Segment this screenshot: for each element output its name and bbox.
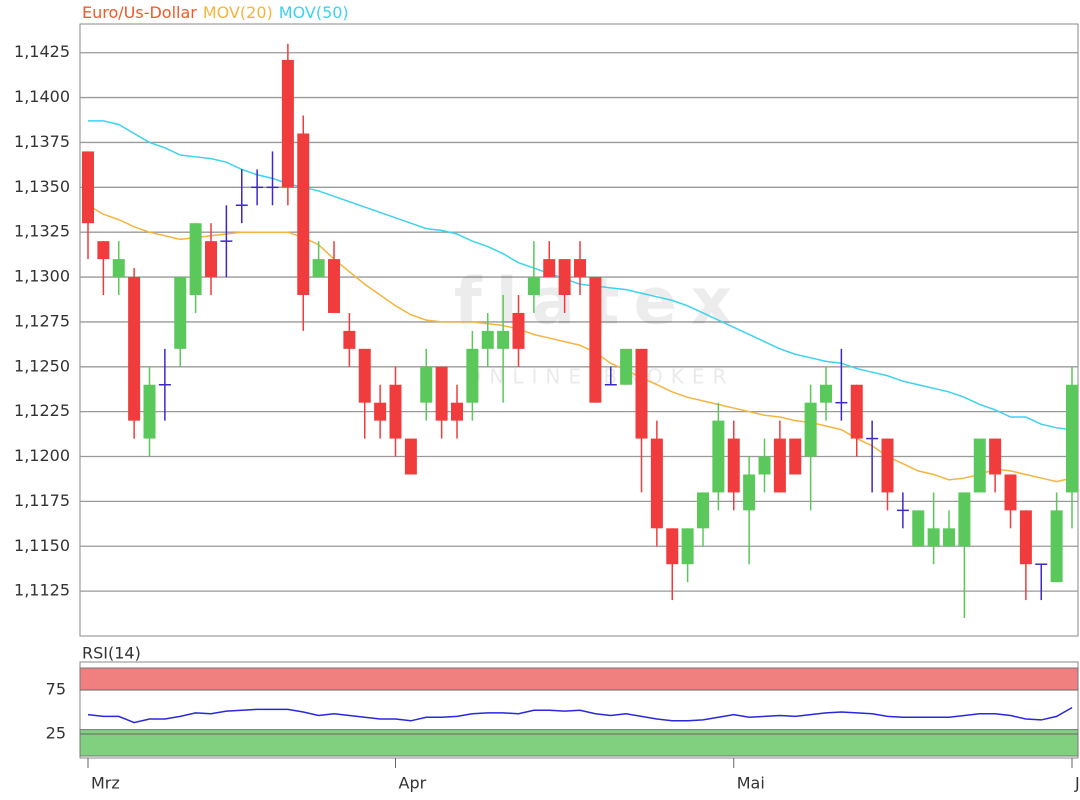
candle-body bbox=[681, 528, 694, 565]
candle-body bbox=[789, 438, 802, 475]
y-tick-label: 1,1125 bbox=[14, 581, 70, 600]
candle-body bbox=[128, 277, 141, 421]
candle-body bbox=[943, 528, 955, 547]
candle-body bbox=[189, 223, 202, 296]
candle-body bbox=[881, 438, 894, 493]
candle-body bbox=[374, 402, 387, 421]
candle-body bbox=[389, 384, 402, 439]
candle-body bbox=[804, 402, 817, 457]
candle-body bbox=[773, 438, 786, 493]
candle-body bbox=[543, 259, 556, 278]
candle-body bbox=[497, 330, 510, 349]
candle-body bbox=[958, 492, 971, 547]
y-tick-label: 1,1200 bbox=[14, 446, 70, 465]
candle-body bbox=[512, 312, 525, 349]
candle-body bbox=[451, 402, 463, 421]
y-tick-label: 1,1175 bbox=[14, 491, 70, 510]
x-tick-label: Mai bbox=[737, 774, 765, 793]
y-tick-label: 1,1375 bbox=[14, 132, 70, 151]
candle-body bbox=[97, 241, 110, 260]
candle-body bbox=[620, 348, 633, 385]
candle-body bbox=[312, 259, 325, 278]
candle-body bbox=[743, 474, 756, 511]
y-tick-label: 1,1350 bbox=[14, 177, 70, 196]
candle-body bbox=[404, 438, 417, 475]
candle-body bbox=[297, 133, 310, 296]
candle-body bbox=[1004, 474, 1017, 511]
candle-body bbox=[666, 528, 679, 565]
y-tick-label: 1,1225 bbox=[14, 401, 70, 420]
candle-body bbox=[927, 528, 940, 547]
candle-body bbox=[973, 438, 986, 493]
candle-body bbox=[112, 259, 125, 278]
x-tick-label: Mrz bbox=[91, 774, 120, 793]
candle-body bbox=[527, 277, 540, 296]
candle-body bbox=[758, 456, 771, 475]
y-tick-label: 1,1150 bbox=[14, 536, 70, 555]
y-tick-label: 1,1325 bbox=[14, 222, 70, 241]
candle-body bbox=[205, 241, 217, 278]
candle-body bbox=[420, 366, 433, 403]
candle-body bbox=[481, 330, 494, 349]
y-tick-label: 1,1275 bbox=[14, 311, 70, 330]
candle-body bbox=[574, 259, 586, 278]
candle-body bbox=[281, 59, 294, 188]
legend-entry: MOV(50) bbox=[279, 3, 349, 22]
candle-body bbox=[820, 384, 832, 403]
candle-body bbox=[435, 366, 448, 421]
candle-body bbox=[1050, 510, 1063, 583]
rsi-band bbox=[79, 667, 1079, 691]
main-plot-frame bbox=[79, 23, 1079, 637]
candle-body bbox=[635, 348, 648, 439]
candle-body bbox=[358, 348, 371, 403]
y-tick-label: 75 bbox=[46, 680, 66, 699]
candle-body bbox=[589, 277, 602, 403]
candle-body bbox=[466, 348, 479, 403]
legend-entry: MOV(20) bbox=[203, 3, 273, 22]
candle-body bbox=[1019, 510, 1032, 565]
y-tick-label: 1,1425 bbox=[14, 42, 70, 61]
moving-average-line bbox=[87, 204, 1073, 483]
candle-body bbox=[697, 492, 709, 529]
candle-body bbox=[727, 438, 740, 493]
legend: Euro/Us-Dollar MOV(20) MOV(50) bbox=[82, 3, 349, 22]
candle-body bbox=[1066, 384, 1078, 493]
legend-entry: RSI(14) bbox=[82, 644, 141, 663]
y-tick-label: 1,1300 bbox=[14, 267, 70, 286]
candle-body bbox=[328, 259, 340, 313]
y-tick-label: 1,1400 bbox=[14, 87, 70, 106]
candle-body bbox=[174, 277, 187, 349]
candle-body bbox=[850, 384, 863, 439]
candle-body bbox=[989, 438, 1002, 475]
rsi-line bbox=[87, 706, 1073, 724]
y-tick-label: 25 bbox=[46, 724, 66, 743]
candle-body bbox=[343, 330, 356, 349]
legend-entry: Euro/Us-Dollar bbox=[82, 3, 197, 22]
y-tick-label: 1,1250 bbox=[14, 356, 70, 375]
x-tick-label: Apr bbox=[399, 774, 427, 793]
candle-body bbox=[82, 151, 94, 224]
candle-body bbox=[912, 510, 925, 547]
candle-body bbox=[143, 384, 156, 439]
candle-body bbox=[650, 438, 663, 529]
x-tick-label: J bbox=[1074, 774, 1080, 793]
candle-body bbox=[558, 259, 571, 296]
candle-body bbox=[712, 420, 725, 493]
